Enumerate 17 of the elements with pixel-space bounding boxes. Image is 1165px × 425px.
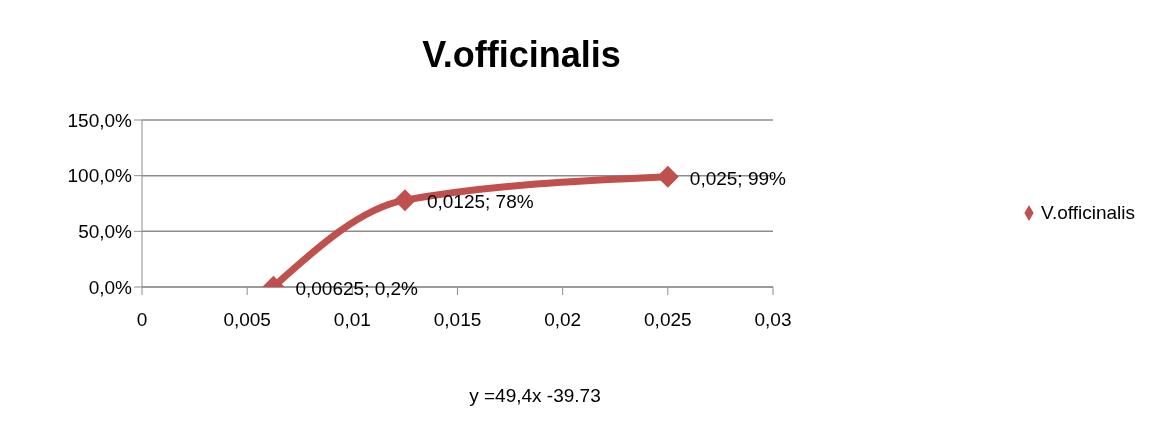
x-tick-label: 0 [136, 309, 148, 331]
chart-title: V.officinalis [421, 34, 622, 76]
data-label: 0,025; 99% [689, 167, 787, 189]
data-label: 0,0125; 78% [426, 191, 534, 213]
y-tick-label: 50,0% [78, 221, 133, 243]
y-tick-label: 100,0% [67, 165, 133, 187]
x-tick-label: 0,02 [544, 309, 582, 331]
y-tick-label: 0,0% [88, 276, 133, 298]
x-tick-label: 0,005 [223, 309, 271, 331]
x-tick-label: 0,01 [333, 309, 371, 331]
x-tick-label: 0,025 [644, 309, 692, 331]
y-tick-label: 150,0% [67, 109, 133, 131]
x-tick-label: 0,03 [754, 309, 792, 331]
data-label: 0,00625; 0,2% [295, 277, 419, 299]
text: y =49,4x -39.73 [468, 385, 602, 407]
x-tick-label: 0,015 [433, 309, 482, 331]
legend-label: V.officinalis [1040, 201, 1135, 223]
